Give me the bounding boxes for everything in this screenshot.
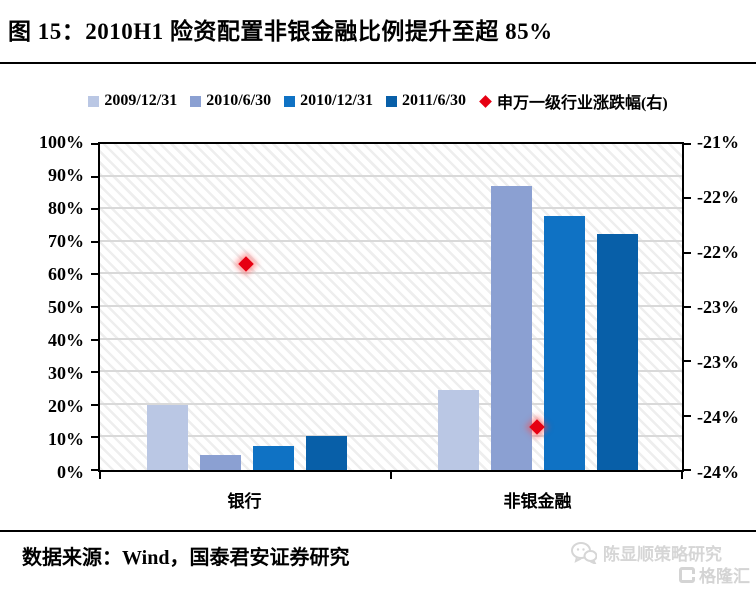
- gridline: [100, 272, 682, 275]
- bar-group-nonbank: [438, 144, 638, 470]
- axis-tick: [91, 143, 98, 145]
- bar-2009/12/31: [438, 390, 479, 470]
- legend-swatch-icon: [385, 95, 397, 107]
- legend-item-2010-6-30: 2010/6/30: [190, 92, 271, 110]
- bar-2011/6/30: [306, 435, 347, 470]
- axis-tick-label: -24%: [697, 407, 739, 427]
- left-axis: 100% 90% 80% 70% 60% 50% 40% 30% 20% 10% 0%: [0, 132, 84, 482]
- legend-item-2009-12-31: 2009/12/31: [88, 92, 177, 110]
- axis-tick: [684, 414, 691, 417]
- bar-2010/6/30: [491, 186, 532, 470]
- axis-tick: [91, 371, 98, 374]
- axis-tick: [91, 436, 98, 439]
- axis-tick: [91, 208, 98, 211]
- legend-item-2011-6-30: 2011/6/30: [385, 92, 466, 110]
- gridline: [100, 435, 682, 438]
- axis-tick-label: -22%: [697, 187, 739, 207]
- axis-tick-label: -23%: [697, 352, 739, 372]
- legend-swatch-icon: [190, 95, 202, 107]
- bar-2011/6/30: [597, 233, 638, 470]
- legend-item-2010-12-31: 2010/12/31: [284, 92, 373, 110]
- legend-label: 2010/12/31: [300, 92, 373, 109]
- data-source: 数据来源：Wind，国泰君安证券研究: [22, 547, 350, 569]
- bar-2009/12/31: [147, 404, 188, 470]
- legend-label: 2010/6/30: [206, 92, 272, 109]
- axis-tick: [684, 143, 691, 145]
- figure-title: 图 15：2010H1 险资配置非银金融比例提升至超 85%: [8, 19, 553, 44]
- axis-tick: [91, 273, 98, 276]
- axis-tick: [684, 251, 691, 254]
- legend-label: 申万一级行业涨跌幅(右): [497, 95, 668, 112]
- category-label-nonbank: 非银金融: [503, 492, 572, 511]
- title-divider: [0, 62, 756, 64]
- gelonghui-watermark: 格隆汇: [679, 562, 750, 587]
- bar-2010/6/30: [200, 455, 241, 470]
- axis-tick: [684, 469, 691, 471]
- axis-tick-label: 90%: [48, 165, 84, 185]
- axis-tick-label: -22%: [697, 242, 739, 262]
- account-watermark-text: 陈显顺策略研究: [603, 545, 722, 564]
- axis-tick: [91, 306, 98, 308]
- gelonghui-logo-icon: [679, 566, 695, 583]
- gridline: [100, 370, 682, 373]
- axis-tick: [684, 306, 691, 308]
- gelonghui-watermark-text: 格隆汇: [699, 567, 750, 586]
- axis-tick-label: 0%: [57, 462, 84, 482]
- chart-legend: 2009/12/31 2010/6/30 2010/12/31 2011/6/3…: [0, 89, 756, 113]
- gridline: [100, 402, 682, 405]
- axis-tick: [684, 360, 691, 363]
- axis-tick: [681, 472, 683, 479]
- axis-tick-label: 60%: [48, 264, 84, 284]
- axis-tick-label: 80%: [48, 198, 84, 218]
- footer-divider: [0, 530, 756, 532]
- axis-tick-label: 40%: [48, 330, 84, 350]
- axis-tick-label: 30%: [48, 363, 84, 383]
- legend-item-industry-change: 申万一级行业涨跌幅(右): [479, 89, 668, 113]
- axis-tick: [91, 240, 98, 243]
- axis-tick: [99, 472, 101, 479]
- axis-tick-label: -21%: [697, 132, 739, 152]
- axis-tick-label: -24%: [697, 462, 739, 482]
- legend-swatch-icon: [284, 95, 296, 107]
- right-axis: -21% -22% -22% -23% -23% -24% -24%: [697, 132, 756, 482]
- plot-area: [91, 142, 691, 479]
- axis-tick-label: -23%: [697, 297, 739, 317]
- axis-tick: [91, 403, 98, 406]
- axis-tick: [91, 338, 98, 341]
- legend-label: 2011/6/30: [401, 92, 466, 109]
- legend-swatch-icon: [88, 95, 100, 107]
- gridline: [100, 174, 682, 177]
- account-watermark: 陈显顺策略研究: [571, 540, 722, 565]
- axis-tick: [91, 469, 98, 471]
- axis-tick-label: 100%: [39, 132, 84, 152]
- axis-tick-label: 20%: [48, 396, 84, 416]
- chat-bubbles-icon: [571, 541, 597, 564]
- gridline: [100, 239, 682, 242]
- axis-tick-label: 50%: [48, 297, 84, 317]
- gridline: [100, 305, 682, 307]
- bar-group-bank: [147, 144, 347, 470]
- category-axis: 银行 非银金融: [98, 487, 684, 511]
- axis-tick: [390, 472, 392, 479]
- category-label-bank: 银行: [227, 492, 262, 511]
- axis-tick-label: 70%: [48, 231, 84, 251]
- axis-tick: [91, 175, 98, 178]
- bar-2010/12/31: [253, 445, 294, 470]
- legend-diamond-icon: [479, 94, 492, 108]
- gridline: [100, 207, 682, 210]
- axis-tick-label: 10%: [48, 429, 84, 449]
- gridline: [100, 337, 682, 340]
- legend-label: 2009/12/31: [104, 92, 178, 109]
- bar-2010/12/31: [544, 215, 585, 470]
- axis-tick: [684, 197, 691, 200]
